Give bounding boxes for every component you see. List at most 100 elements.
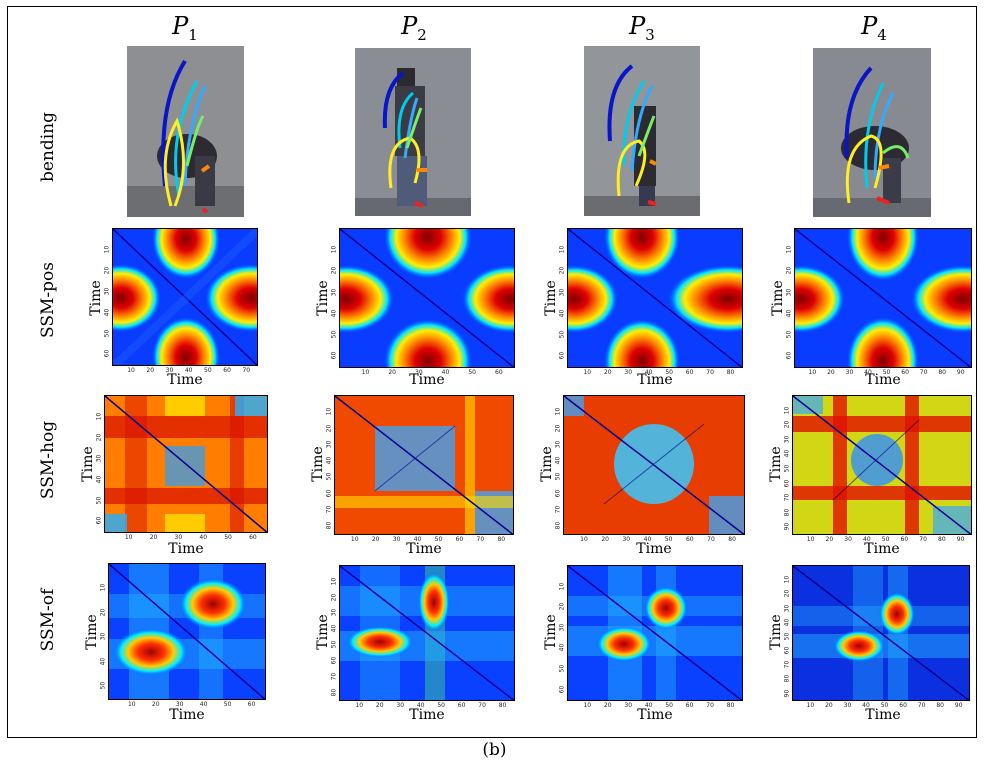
ylabel-pos-p1: Time bbox=[88, 280, 104, 316]
y-tick-label: 40 bbox=[330, 624, 338, 633]
x-tick-label: 40 bbox=[184, 367, 193, 374]
y-tick-label: 10 bbox=[558, 582, 566, 590]
y-tick-label: 80 bbox=[330, 688, 338, 696]
bending-photo-p3 bbox=[584, 46, 700, 216]
y-tick-label: 20 bbox=[103, 266, 111, 275]
row-label-bending: bending bbox=[38, 111, 58, 183]
y-tick-label: 50 bbox=[558, 664, 566, 673]
x-tick-label: 60 bbox=[249, 534, 257, 541]
xlabel-hog-p1: Time bbox=[168, 541, 204, 557]
figure-frame bbox=[7, 6, 977, 738]
x-tick-label: 30 bbox=[415, 369, 423, 376]
y-tick-label: 60 bbox=[554, 489, 562, 497]
y-tick-label: 40 bbox=[99, 657, 107, 666]
ssm-hog-matrix-p2 bbox=[334, 395, 514, 535]
ylabel-hog-p1: Time bbox=[80, 446, 96, 482]
ssm-pos-matrix-p3 bbox=[567, 228, 743, 368]
x-tick-label: 60 bbox=[901, 369, 909, 376]
x-tick-label: 90 bbox=[954, 702, 963, 709]
x-tick-label: 80 bbox=[726, 369, 735, 376]
x-tick-label: 50 bbox=[882, 369, 891, 376]
y-tick-label: 20 bbox=[99, 608, 107, 617]
y-tick-label: 30 bbox=[558, 288, 566, 296]
y-tick-label: 20 bbox=[330, 267, 338, 275]
x-tick-label: 10 bbox=[350, 536, 359, 543]
x-tick-label: 60 bbox=[685, 702, 694, 709]
x-tick-label: 80 bbox=[938, 536, 946, 543]
x-tick-label: 30 bbox=[392, 536, 401, 543]
x-tick-label: 30 bbox=[845, 369, 854, 376]
x-tick-label: 40 bbox=[199, 534, 208, 541]
x-tick-label: 20 bbox=[149, 534, 158, 541]
xlabel-pos-p4: Time bbox=[865, 372, 901, 388]
y-tick-label: 70 bbox=[554, 505, 562, 514]
x-tick-label: 90 bbox=[956, 369, 965, 376]
ylabel-pos-p3: Time bbox=[543, 280, 559, 316]
y-tick-label: 50 bbox=[325, 473, 333, 481]
y-tick-label: 30 bbox=[99, 633, 107, 641]
y-tick-label: 20 bbox=[558, 602, 566, 611]
x-tick-label: 60 bbox=[457, 702, 466, 709]
x-tick-label: 40 bbox=[864, 369, 872, 376]
xlabel-of-p1: Time bbox=[169, 707, 205, 723]
x-tick-label: 30 bbox=[843, 702, 852, 709]
y-tick-label: 60 bbox=[330, 351, 338, 360]
x-tick-label: 20 bbox=[371, 536, 380, 543]
y-tick-label: 30 bbox=[785, 288, 793, 296]
x-tick-label: 30 bbox=[396, 702, 405, 709]
x-tick-label: 60 bbox=[247, 701, 256, 708]
y-tick-label: 80 bbox=[554, 521, 562, 530]
y-tick-label: 60 bbox=[558, 685, 566, 693]
x-tick-label: 50 bbox=[881, 536, 890, 543]
ssm-of-matrix-p2 bbox=[339, 565, 515, 701]
x-tick-label: 40 bbox=[413, 536, 422, 543]
y-tick-label: 20 bbox=[783, 420, 791, 429]
x-tick-label: 30 bbox=[624, 702, 633, 709]
ssm-pos-matrix-p1 bbox=[112, 228, 258, 366]
y-tick-label: 90 bbox=[783, 689, 791, 697]
y-tick-label: 10 bbox=[783, 575, 791, 584]
y-tick-label: 20 bbox=[95, 433, 103, 442]
ssm-pos-matrix-p4 bbox=[794, 228, 972, 368]
x-tick-label: 60 bbox=[900, 536, 909, 543]
y-tick-label: 80 bbox=[325, 521, 333, 530]
x-tick-label: 40 bbox=[644, 702, 653, 709]
y-tick-label: 70 bbox=[783, 660, 791, 669]
x-tick-label: 20 bbox=[603, 702, 612, 709]
bending-photo-p1 bbox=[127, 46, 244, 217]
bending-photo-p2 bbox=[355, 48, 471, 216]
y-tick-label: 10 bbox=[554, 407, 562, 416]
y-tick-label: 20 bbox=[554, 424, 562, 432]
x-tick-label: 20 bbox=[601, 536, 609, 543]
y-tick-label: 40 bbox=[554, 456, 562, 465]
row-label-ssm-hog: SSM-hog bbox=[38, 420, 58, 500]
y-tick-label: 50 bbox=[554, 473, 562, 481]
x-tick-label: 70 bbox=[707, 536, 715, 543]
x-tick-label: 50 bbox=[880, 702, 889, 709]
y-tick-label: 10 bbox=[330, 245, 338, 254]
x-tick-label: 40 bbox=[199, 701, 208, 708]
y-tick-label: 10 bbox=[558, 245, 566, 254]
ssm-of-matrix-p1 bbox=[108, 563, 266, 700]
y-tick-label: 50 bbox=[330, 640, 338, 649]
x-tick-label: 10 bbox=[355, 702, 364, 709]
x-tick-label: 60 bbox=[685, 369, 694, 376]
y-tick-label: 50 bbox=[99, 681, 107, 690]
ylabel-hog-p3: Time bbox=[539, 446, 555, 482]
x-tick-label: 10 bbox=[124, 534, 133, 541]
x-tick-label: 40 bbox=[862, 702, 870, 709]
x-tick-label: 10 bbox=[583, 369, 592, 376]
y-tick-label: 80 bbox=[783, 508, 791, 516]
x-tick-label: 30 bbox=[174, 534, 183, 541]
x-tick-label: 50 bbox=[437, 702, 445, 709]
ssm-of-matrix-p3 bbox=[567, 565, 743, 701]
x-tick-label: 40 bbox=[643, 536, 652, 543]
x-tick-label: 80 bbox=[498, 702, 507, 709]
x-tick-label: 60 bbox=[899, 702, 907, 709]
y-tick-label: 50 bbox=[783, 464, 791, 473]
x-tick-label: 70 bbox=[476, 536, 485, 543]
x-tick-label: 70 bbox=[706, 369, 714, 376]
row-label-ssm-of: SSM-of bbox=[38, 588, 58, 652]
x-tick-label: 70 bbox=[706, 702, 714, 709]
x-tick-label: 10 bbox=[806, 536, 815, 543]
